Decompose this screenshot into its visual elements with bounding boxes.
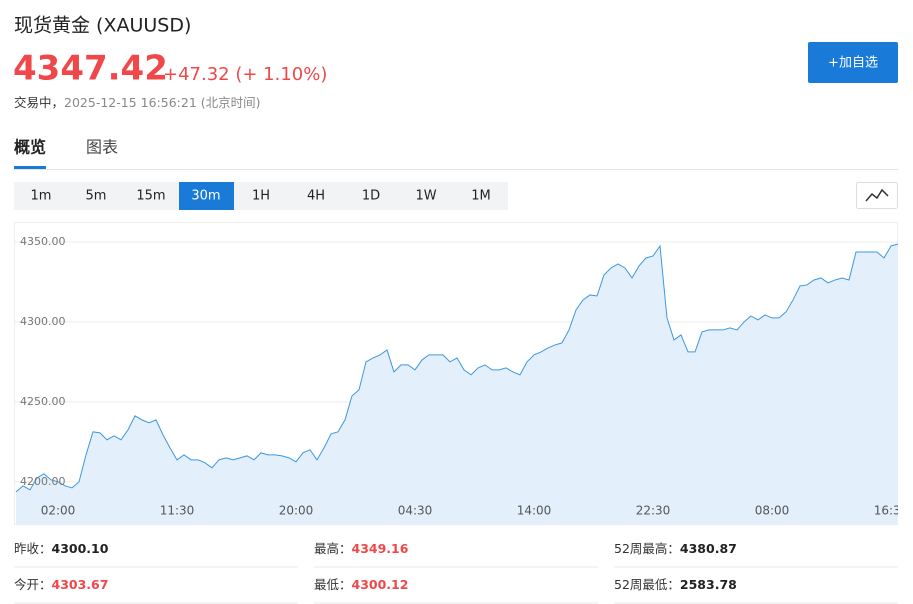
area: [16, 243, 898, 525]
stat-value: 4303.67: [52, 577, 109, 592]
stat-value: 4380.87: [680, 541, 737, 556]
add-watchlist-label[interactable]: +加自选: [828, 56, 878, 71]
x-tick-label: 02:00: [41, 504, 76, 518]
interval-button[interactable]: 30m: [191, 189, 220, 204]
interval-button[interactable]: 15m: [136, 189, 165, 204]
stat: 52周最高：4380.87: [614, 541, 737, 556]
interval-button[interactable]: 4H: [307, 189, 325, 204]
interval-button[interactable]: 1D: [362, 189, 380, 204]
y-tick-label: 4200.00: [20, 475, 66, 488]
chart-type-button[interactable]: [856, 182, 898, 209]
stat-label: 52周最高：: [614, 541, 680, 556]
stat-value: 4300.10: [52, 541, 109, 556]
interval-active: [179, 182, 234, 210]
stat-label: 最高：: [314, 541, 352, 556]
stat-label: 52周最低：: [614, 577, 680, 592]
x-tick-label: 11:30: [160, 504, 195, 518]
y-tick-label: 4350.00: [20, 235, 66, 248]
x-tick-label: 04:30: [398, 504, 433, 518]
interval-button[interactable]: 1W: [415, 189, 436, 204]
x-tick-label: 20:00: [279, 504, 314, 518]
interval-bar: [14, 182, 508, 210]
stat-label: 最低：: [314, 577, 352, 592]
stat: 52周最低：2583.78: [614, 577, 737, 592]
stat: 最高：4349.16: [314, 541, 409, 556]
x-tick-label: 08:00: [755, 504, 790, 518]
time: 2025-12-15 16:56:21: [64, 95, 197, 110]
add-watchlist-button[interactable]: [808, 42, 898, 83]
stat-value: 2583.78: [680, 577, 737, 592]
tab[interactable]: 概览: [14, 138, 46, 157]
title: 现货黄金 (XAUUSD): [14, 15, 191, 37]
status: 交易中，: [14, 95, 64, 110]
tab[interactable]: 图表: [86, 138, 118, 157]
x-tick-label: 22:30: [636, 504, 671, 518]
y-tick-label: 4300.00: [20, 315, 66, 328]
tab-underline: [14, 166, 46, 169]
x-tick-label: 14:00: [517, 504, 552, 518]
stat: 昨收：4300.10: [14, 541, 109, 556]
change: +47.32 (+ 1.10%): [163, 64, 327, 85]
timezone: (北京时间): [201, 95, 261, 110]
interval-button[interactable]: 1m: [31, 189, 52, 204]
interval-button[interactable]: 1H: [252, 189, 270, 204]
chart-type-icon[interactable]: [865, 188, 889, 202]
stat: 今开：4303.67: [14, 577, 108, 592]
stat-value: 4349.16: [352, 541, 409, 556]
stat: 最低：4300.12: [314, 577, 408, 592]
y-tick-label: 4250.00: [20, 395, 66, 408]
stat-label: 今开：: [14, 577, 52, 592]
x-tick-label: 16:30: [874, 504, 909, 518]
stat-label: 昨收：: [14, 541, 52, 556]
stat-value: 4300.12: [352, 577, 409, 592]
interval-button[interactable]: 1M: [471, 189, 491, 204]
line: [15, 243, 898, 493]
price: 4347.42: [13, 49, 168, 89]
status-line: 交易中，2025-12-15 16:56:21 (北京时间): [14, 95, 261, 110]
interval-button[interactable]: 5m: [86, 189, 107, 204]
